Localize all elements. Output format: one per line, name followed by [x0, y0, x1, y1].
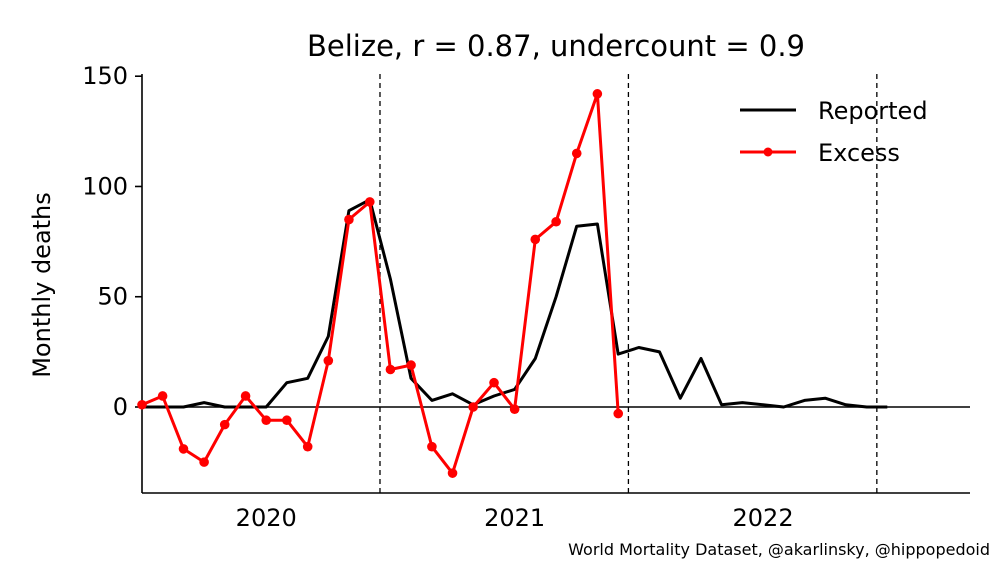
y-tick-label: 100: [82, 172, 128, 200]
x-ticks: 2020 2021 2022: [236, 504, 794, 532]
data-point-excess: [219, 419, 230, 430]
credit-text: World Mortality Dataset, @akarlinsky, @h…: [568, 540, 990, 559]
data-point-excess: [447, 468, 458, 478]
data-point-excess: [261, 415, 272, 426]
legend-label-reported: Reported: [818, 97, 928, 125]
series-reported: [142, 198, 888, 409]
data-point-excess: [344, 214, 354, 225]
x-tick-label: 2021: [484, 504, 545, 532]
data-point-excess: [571, 148, 582, 159]
data-point-excess: [157, 391, 168, 401]
y-tick-label: 0: [113, 393, 128, 421]
data-point-excess: [509, 404, 520, 415]
data-point-excess: [427, 441, 437, 452]
series: [137, 89, 888, 478]
data-point-excess: [385, 364, 396, 375]
data-point-excess: [592, 89, 603, 99]
data-point-excess: [613, 408, 624, 419]
y-axis-label: Monthly deaths: [28, 192, 56, 378]
data-point-excess: [302, 441, 313, 452]
x-tick-label: 2020: [236, 504, 297, 532]
y-ticks: 0 50 100 150: [82, 62, 142, 421]
data-point-excess: [406, 360, 416, 370]
chart-title-country: Belize: [307, 29, 394, 63]
data-point-excess: [551, 216, 561, 227]
x-tick-label: 2022: [733, 504, 794, 532]
legend-label-excess: Excess: [818, 139, 900, 167]
chart-title: Belize, r = 0.87, undercount = 0.9: [307, 29, 805, 63]
data-point-excess: [282, 415, 292, 426]
data-point-excess: [323, 355, 334, 366]
series-line-reported: [142, 198, 888, 409]
legend-marker-excess: [763, 147, 773, 157]
data-point-excess: [199, 457, 209, 467]
legend: Reported Excess: [740, 97, 928, 167]
y-tick-label: 50: [97, 283, 128, 311]
data-point-excess: [365, 197, 375, 207]
series-excess: [137, 89, 624, 478]
data-point-excess: [489, 377, 499, 388]
axes: [141, 74, 970, 494]
data-point-excess: [178, 444, 189, 454]
data-point-excess: [137, 399, 147, 410]
data-point-excess: [530, 234, 541, 245]
y-tick-label: 150: [82, 62, 128, 90]
chart-title-stats: , r = 0.87, undercount = 0.9: [394, 29, 805, 63]
data-point-excess: [240, 391, 251, 401]
data-point-excess: [468, 402, 478, 412]
